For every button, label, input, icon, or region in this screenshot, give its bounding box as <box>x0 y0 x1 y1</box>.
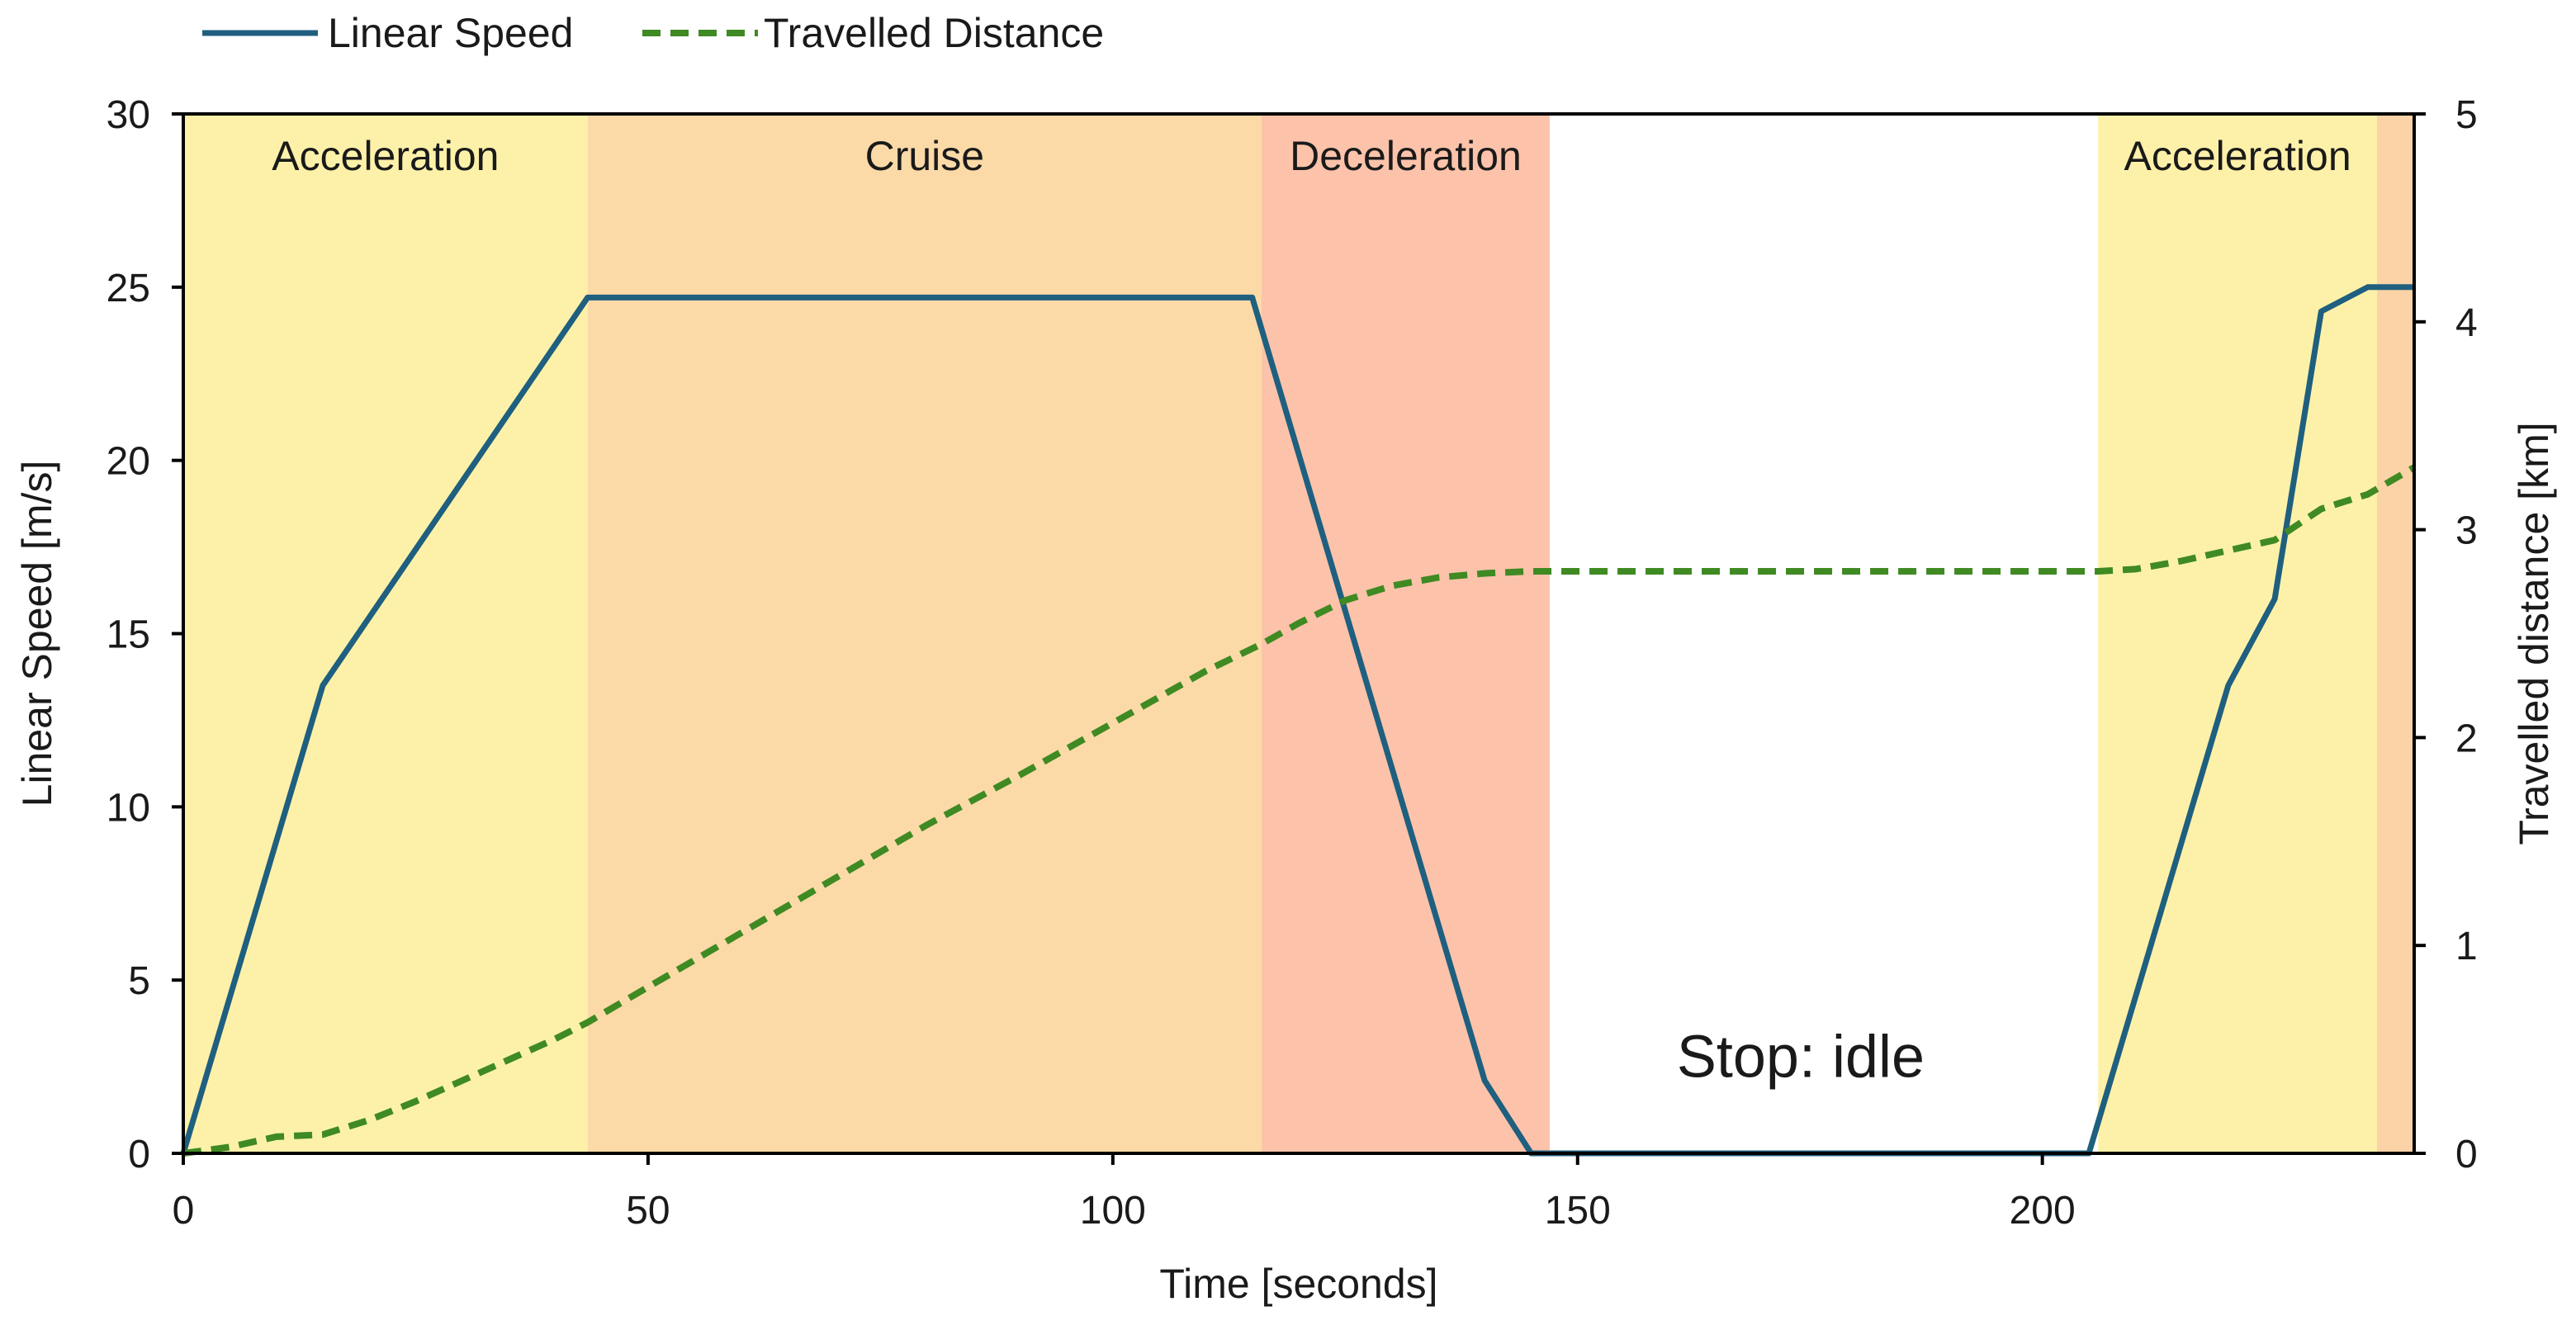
y-left-tick-label: 0 <box>128 1133 150 1176</box>
phase-label-acceleration-0: Acceleration <box>272 133 499 179</box>
legend-label-linear-speed: Linear Speed <box>328 10 573 56</box>
y-right-tick-label: 0 <box>2455 1133 2478 1176</box>
y-left-tick-label: 10 <box>107 786 150 830</box>
phase-label-cruise-1: Cruise <box>865 133 984 179</box>
y-left-tick-label: 25 <box>107 267 150 310</box>
phase-band-acceleration-0 <box>183 114 588 1153</box>
phase-band-cruise-1 <box>587 114 1262 1153</box>
x-tick-label: 0 <box>173 1189 195 1233</box>
phase-band-deceleration-2 <box>1261 114 1550 1153</box>
y-right-tick-label: 1 <box>2455 925 2478 968</box>
y-right-tick-label: 5 <box>2455 93 2478 137</box>
phase-band-segment-4 <box>2376 114 2414 1153</box>
y-left-tick-label: 20 <box>107 440 150 484</box>
phase-bands: Acceleration Cruise Deceleration Accelerati… <box>183 114 2414 1153</box>
y-axis-right-title: Travelled distance [km] <box>2511 422 2557 845</box>
x-tick-label: 150 <box>1545 1189 1611 1233</box>
phase-band-acceleration-3 <box>2098 114 2377 1153</box>
y-left-tick-label: 15 <box>107 613 150 657</box>
y-right-tick-label: 3 <box>2455 509 2478 553</box>
series-line-travelled-distance <box>182 464 2417 1157</box>
tick-layer: 0 50 100 150 200 0 5 10 15 20 25 30 0 1 2 3 4 5 <box>107 93 2478 1233</box>
x-tick-label: 100 <box>1080 1189 1146 1233</box>
x-axis-title: Time [seconds] <box>1159 1261 1437 1307</box>
phase-label-acceleration-3: Acceleration <box>2124 133 2351 179</box>
x-tick-label: 200 <box>2010 1189 2076 1233</box>
y-right-tick-label: 4 <box>2455 301 2478 345</box>
y-right-tick-label: 2 <box>2455 717 2478 760</box>
legend: Linear Speed Travelled Distance <box>202 10 1104 56</box>
x-tick-label: 50 <box>626 1189 670 1233</box>
y-axis-left-title: Linear Speed [m/s] <box>14 461 60 807</box>
y-left-tick-label: 5 <box>128 959 150 1003</box>
phase-label-deceleration-2: Deceleration <box>1290 133 1522 179</box>
y-left-tick-label: 30 <box>107 93 150 137</box>
legend-label-travelled-distance: Travelled Distance <box>764 10 1104 56</box>
stop-annotation: Stop: idle <box>1677 1025 1925 1091</box>
